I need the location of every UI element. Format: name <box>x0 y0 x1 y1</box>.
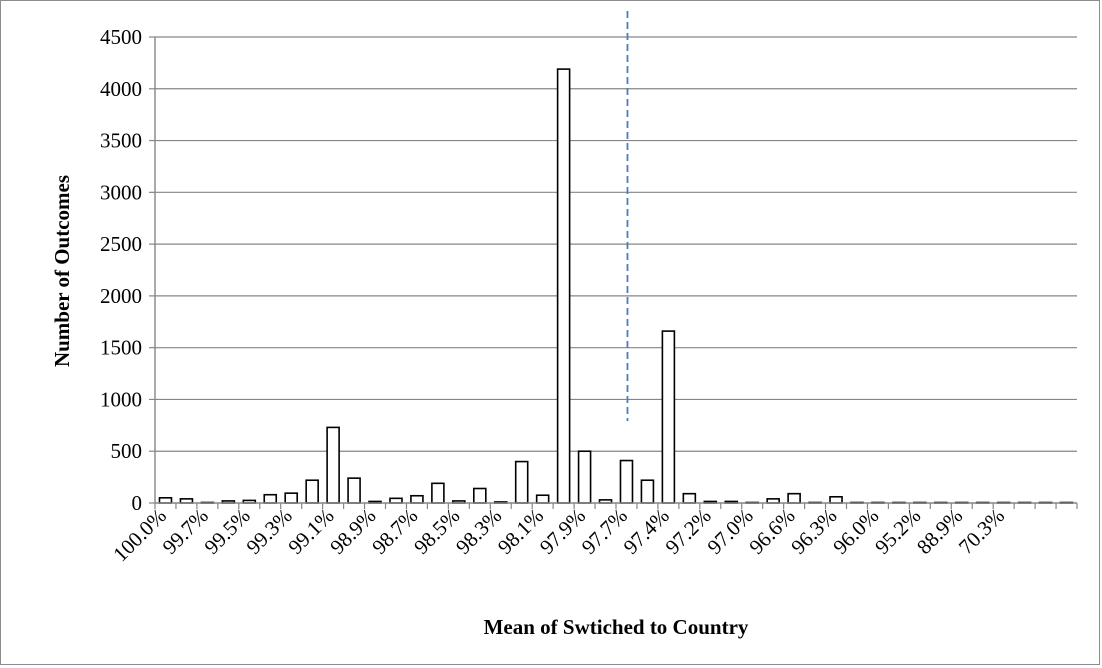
y-tick-label: 2000 <box>100 284 142 308</box>
x-tick-label: 99.5% <box>199 504 254 559</box>
bar <box>472 487 487 504</box>
bar <box>431 482 445 504</box>
x-tick-label: 96.3% <box>786 504 841 559</box>
y-tick-label: 2500 <box>100 232 142 256</box>
bar <box>619 459 634 504</box>
x-tick-label: 96.0% <box>828 504 883 559</box>
y-tick-label: 3500 <box>100 129 142 153</box>
x-tick-label: 98.7% <box>367 504 422 559</box>
bar <box>305 479 319 504</box>
x-tick-label: 88.9% <box>912 504 967 559</box>
bar <box>514 460 529 504</box>
bar <box>158 497 173 504</box>
y-tick-label: 0 <box>132 491 143 515</box>
y-tick-label: 1000 <box>100 387 142 411</box>
x-tick-label: 98.1% <box>493 504 548 559</box>
bar <box>347 477 361 504</box>
bar <box>661 330 676 504</box>
bar <box>263 493 278 504</box>
bar <box>829 495 843 504</box>
x-tick-label: 99.1% <box>283 504 338 559</box>
bar <box>535 494 550 504</box>
bar <box>410 494 424 504</box>
bar <box>682 492 697 504</box>
x-tick-label: 99.3% <box>241 504 296 559</box>
x-tick-label: 95.2% <box>870 504 925 559</box>
y-tick-label: 3000 <box>100 180 142 204</box>
x-tick-label: 98.3% <box>451 504 506 559</box>
x-tick-label: 97.2% <box>660 504 715 559</box>
y-tick-label: 4000 <box>100 77 142 101</box>
bar <box>640 479 655 504</box>
bar <box>284 492 299 504</box>
x-tick-label: 97.0% <box>702 504 757 559</box>
y-tick-label: 500 <box>111 439 143 463</box>
y-tick-label: 1500 <box>100 336 142 360</box>
x-tick-label: 99.7% <box>158 504 213 559</box>
x-tick-label: 97.9% <box>535 504 590 559</box>
y-tick-label: 4500 <box>100 25 142 49</box>
x-tick-label: 98.9% <box>325 504 380 559</box>
bar <box>326 426 340 504</box>
x-axis-title: Mean of Swtiched to Country <box>484 615 749 639</box>
bar <box>577 450 592 504</box>
x-tick-label: 97.4% <box>619 504 674 559</box>
x-tick-label: 96.6% <box>744 504 799 559</box>
y-axis-title: Number of Outcomes <box>50 175 74 367</box>
bar <box>556 68 571 504</box>
x-tick-label: 97.7% <box>577 504 632 559</box>
x-tick-label: 70.3% <box>954 504 1009 559</box>
bar <box>787 492 801 504</box>
x-tick-label: 98.5% <box>409 504 464 559</box>
